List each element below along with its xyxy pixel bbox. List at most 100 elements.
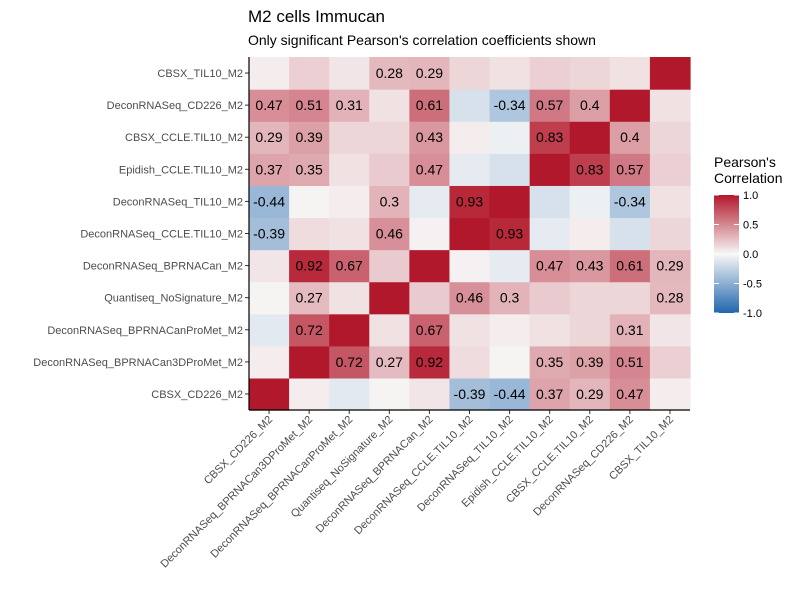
heatmap-cell	[569, 313, 611, 347]
cell-value-label: 0.4	[620, 129, 640, 145]
heatmap-cell	[489, 249, 531, 283]
heatmap-cell	[489, 281, 531, 315]
heatmap-cell	[329, 89, 370, 122]
heatmap-cell	[369, 121, 410, 154]
heatmap-cell	[409, 249, 451, 283]
cell-value-label: 0.72	[336, 354, 363, 370]
cell-value-label: 0.67	[336, 258, 363, 274]
heatmap-cell	[569, 121, 611, 154]
cell-value-label: 0.92	[416, 354, 443, 370]
heatmap-cell	[529, 217, 571, 251]
heatmap-cell	[609, 281, 651, 315]
y-tick-label: DeconRNASeq_TIL10_M2	[113, 196, 243, 208]
heatmap-cell	[369, 217, 410, 251]
cell-value-label: 0.47	[536, 258, 563, 274]
heatmap-cell	[649, 281, 691, 315]
legend-tick-label: 1.0	[743, 190, 758, 202]
x-tick-label: DeconRNASeq_BPRNACanProMet_M2	[209, 414, 356, 561]
x-tick-label: CBSX_CD226_M2	[202, 414, 275, 487]
heatmap-cell	[569, 89, 611, 122]
heatmap-cell	[329, 185, 370, 219]
heatmap-cell	[449, 121, 491, 154]
cell-value-label: 0.3	[380, 193, 400, 209]
heatmap-cell	[609, 57, 651, 90]
heatmap-cell	[609, 217, 651, 251]
heatmap-cell	[569, 185, 611, 219]
cell-value-label: 0.39	[296, 129, 323, 145]
heatmap-cell	[649, 57, 691, 90]
cell-value-label: 0.72	[296, 322, 323, 338]
chart-title: M2 cells Immucan	[248, 7, 385, 26]
cell-value-label: 0.46	[456, 290, 483, 306]
cell-value-label: 0.43	[416, 129, 443, 145]
legend-tick-label: 0.5	[743, 220, 758, 232]
cell-value-label: 0.35	[296, 161, 323, 177]
heatmap-cell	[289, 185, 330, 219]
heatmap-cell	[489, 217, 531, 251]
cell-value-label: 0.51	[296, 97, 323, 113]
heatmap-cell	[609, 89, 651, 122]
cell-value-label: -0.39	[253, 226, 285, 242]
heatmap-cell	[489, 153, 531, 186]
y-axis-tick-labels: CBSX_CD226_M2 DeconRNASeq_BPRNACan3DProMe…	[33, 68, 249, 401]
cell-value-label: 0.39	[576, 354, 603, 370]
heatmap-cell	[609, 345, 651, 379]
cell-value-label: -0.44	[253, 193, 285, 209]
heatmap-cell	[329, 345, 370, 379]
cell-value-label: 0.92	[296, 258, 323, 274]
cell-value-label: -0.34	[614, 193, 646, 209]
heatmap-cell	[649, 313, 691, 347]
heatmap-cell	[289, 217, 330, 251]
heatmap-cell	[409, 185, 451, 219]
cell-value-label: 0.93	[456, 193, 483, 209]
heatmap-cell	[369, 345, 410, 379]
heatmap-cell	[609, 153, 651, 186]
heatmap-cell	[449, 57, 491, 90]
heatmap-cell	[369, 57, 410, 90]
cell-value-label: 0.27	[296, 290, 323, 306]
cell-value-label: 0.47	[616, 386, 643, 402]
x-axis-tick-labels: CBSX_CD226_M2DeconRNASeq_BPRNACan3DProMe…	[158, 410, 676, 570]
cell-value-label: 0.61	[416, 97, 443, 113]
heatmap-cell	[449, 313, 491, 347]
heatmap-cell	[329, 57, 370, 90]
cell-value-label: 0.43	[576, 258, 603, 274]
y-tick-label: CBSX_CCLE.TIL10_M2	[125, 132, 243, 144]
heatmap-cell	[569, 249, 611, 283]
cell-value-label: 0.3	[500, 290, 520, 306]
heatmap-cell	[529, 345, 571, 379]
cell-value-label: 0.47	[416, 161, 443, 177]
heatmap-cell	[569, 217, 611, 251]
heatmap-cell	[649, 249, 691, 283]
heatmap-cell	[369, 185, 410, 219]
heatmap-cell	[409, 345, 451, 379]
y-tick-label: CBSX_TIL10_M2	[157, 68, 243, 80]
heatmap-cell	[369, 313, 410, 347]
heatmap-cell	[289, 345, 330, 379]
heatmap-cell	[489, 89, 531, 122]
heatmap-cell	[409, 89, 451, 122]
heatmap-cell	[569, 377, 611, 411]
y-tick-label: Epidish_CCLE.TIL10_M2	[119, 164, 243, 176]
axes	[248, 57, 690, 411]
heatmap-cell	[449, 377, 491, 411]
heatmap-cell	[449, 89, 491, 122]
cell-value-label: 0.29	[656, 258, 683, 274]
heatmap-cell	[249, 249, 290, 283]
cell-value-label: -0.34	[494, 97, 526, 113]
heatmap-cell	[249, 377, 290, 411]
cell-value-label: 0.29	[255, 129, 282, 145]
heatmap-cell	[609, 185, 651, 219]
y-tick-label: DeconRNASeq_BPRNACan3DProMet_M2	[33, 357, 243, 369]
heatmap-cell	[609, 377, 651, 411]
chart-subtitle: Only significant Pearson's correlation c…	[248, 32, 596, 48]
heatmap-cell	[329, 249, 370, 283]
heatmap-cell	[369, 249, 410, 283]
heatmap-cells	[249, 57, 691, 411]
legend-tick-label: -1.0	[743, 308, 762, 320]
heatmap-cell	[449, 281, 491, 315]
legend-title-line-1: Pearson's	[714, 154, 776, 170]
heatmap-cell	[329, 121, 370, 154]
heatmap-cell	[449, 185, 491, 219]
heatmap-cell	[649, 217, 691, 251]
